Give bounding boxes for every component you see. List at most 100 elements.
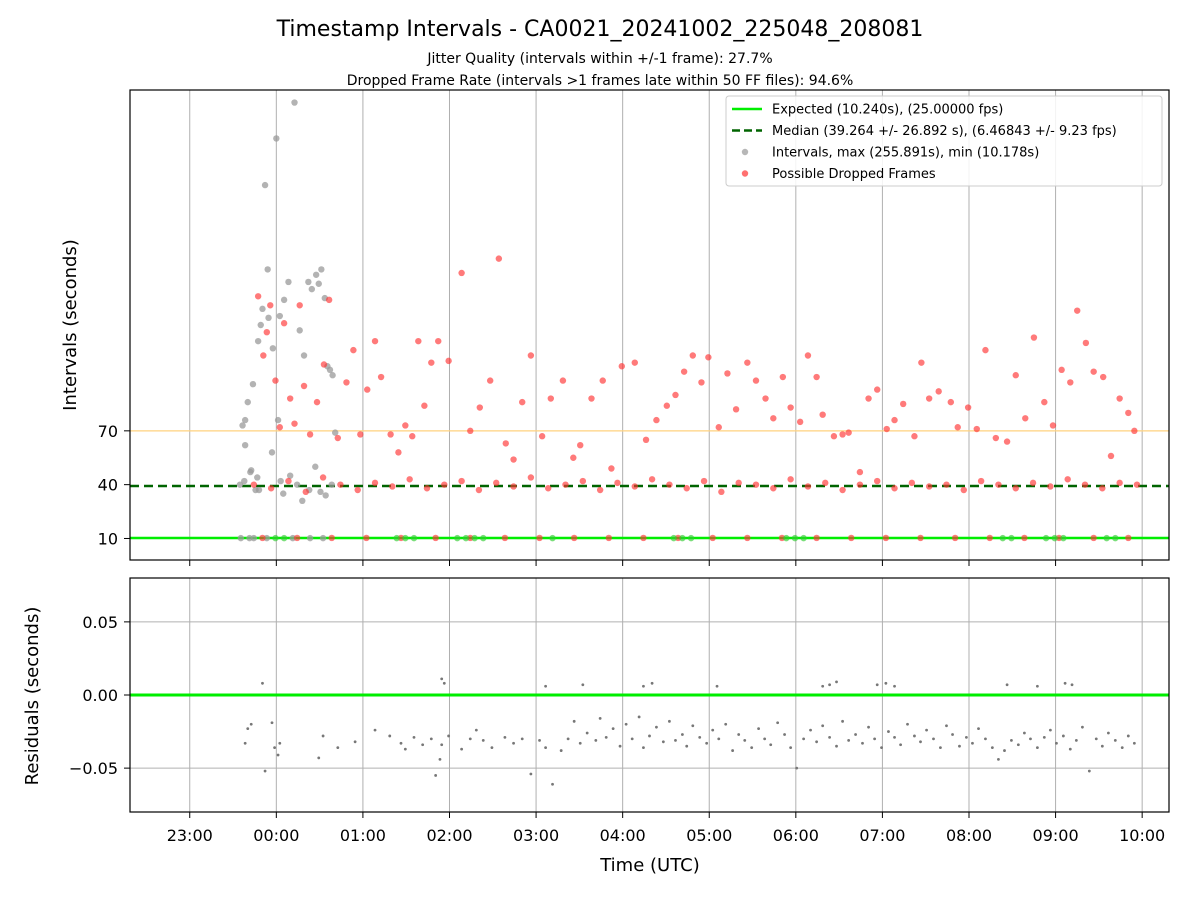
x-tick-label: 10:00 bbox=[1119, 826, 1165, 845]
chart-subtitle-line-2: Dropped Frame Rate (intervals >1 frames … bbox=[347, 73, 854, 89]
dropped-frame-point bbox=[476, 404, 483, 411]
residual-point bbox=[630, 737, 634, 741]
dropped-frame-point bbox=[286, 395, 294, 402]
dropped-frame-point bbox=[259, 534, 266, 542]
interval-point bbox=[318, 266, 325, 273]
interval-point bbox=[259, 305, 266, 313]
dropped-frame-point bbox=[445, 357, 452, 365]
residual-point bbox=[468, 737, 472, 741]
residual-point bbox=[802, 737, 806, 741]
residual-point bbox=[724, 722, 728, 726]
residual-point bbox=[421, 743, 425, 747]
dropped-frame-point bbox=[908, 479, 916, 487]
residual-point bbox=[821, 684, 825, 688]
dropped-frame-point bbox=[744, 359, 751, 366]
residual-point bbox=[932, 737, 935, 741]
dropped-frame-point bbox=[423, 485, 431, 492]
dropped-frame-point bbox=[1047, 483, 1054, 490]
dropped-frame-point bbox=[698, 379, 705, 386]
dropped-frame-point bbox=[1116, 395, 1123, 402]
residual-point bbox=[650, 681, 654, 685]
residuals-panel: 0.05 0.00 −0.05 23:00 00:00 01:00 02:00 03:00 0… bbox=[22, 577, 1170, 845]
dropped-frame-point bbox=[631, 359, 638, 366]
dropped-frame-point bbox=[441, 481, 448, 488]
dropped-frame-point bbox=[337, 481, 344, 488]
dropped-frame-point bbox=[947, 398, 955, 406]
residual-point bbox=[566, 737, 570, 741]
dropped-frame-point bbox=[845, 429, 852, 436]
intervals-plot-frame bbox=[129, 89, 1170, 561]
dropped-frame-point bbox=[1125, 534, 1132, 542]
dropped-frame-point bbox=[1074, 307, 1081, 314]
dropped-frame-point bbox=[856, 481, 864, 488]
interval-point bbox=[300, 352, 308, 359]
residual-point bbox=[503, 736, 507, 739]
dropped-frame-point bbox=[874, 386, 881, 393]
dropped-frame-point bbox=[527, 352, 535, 359]
residual-point bbox=[1029, 737, 1032, 741]
dropped-frame-point bbox=[1090, 534, 1097, 542]
residual-point bbox=[637, 715, 641, 719]
dropped-frame-point bbox=[822, 479, 829, 487]
residual-point bbox=[261, 681, 264, 685]
dropped-frame-point bbox=[300, 382, 308, 390]
dropped-frame-point bbox=[618, 363, 625, 370]
dropped-frame-point bbox=[1060, 534, 1067, 542]
residual-point bbox=[572, 719, 576, 723]
dropped-frame-point bbox=[510, 483, 517, 490]
residual-point bbox=[655, 725, 658, 729]
interval-point bbox=[269, 345, 277, 352]
interval-point bbox=[277, 477, 284, 485]
dropped-frame-point bbox=[599, 377, 606, 384]
dropped-frame-point bbox=[770, 415, 777, 422]
dropped-frame-point bbox=[687, 534, 695, 542]
dropped-frame-point bbox=[570, 534, 578, 542]
top-y-tick-label: 70 bbox=[98, 422, 118, 441]
legend-label: Possible Dropped Frames bbox=[772, 167, 936, 182]
residual-point bbox=[1010, 738, 1013, 742]
dropped-frame-point bbox=[432, 534, 439, 542]
dropped-frame-point bbox=[1064, 476, 1071, 483]
dropped-frame-point bbox=[1116, 479, 1123, 487]
interval-point bbox=[273, 135, 280, 142]
dropped-frame-point bbox=[804, 483, 812, 490]
dropped-frame-point bbox=[1103, 534, 1110, 542]
intervals-legend: Expected (10.240s), (25.00000 fps) Median… bbox=[725, 95, 1163, 187]
residual-point bbox=[581, 683, 585, 687]
dropped-frame-point bbox=[1099, 485, 1106, 492]
residual-point bbox=[474, 728, 478, 732]
dropped-frame-point bbox=[1081, 481, 1089, 488]
dropped-frame-point bbox=[874, 477, 881, 485]
dropped-frame-point bbox=[285, 477, 292, 485]
residual-point bbox=[490, 746, 494, 750]
residual-point bbox=[971, 741, 974, 745]
dropped-frame-point bbox=[995, 481, 1002, 488]
dropped-frame-point bbox=[458, 269, 465, 277]
dropped-frame-point bbox=[718, 488, 725, 496]
dropped-frame-point bbox=[891, 485, 898, 492]
residual-point bbox=[731, 749, 735, 752]
dropped-frame-point bbox=[663, 402, 671, 409]
legend-label: Intervals, max (255.891s), min (10.178s) bbox=[772, 146, 1039, 161]
residual-point bbox=[1120, 746, 1124, 750]
dropped-frame-point bbox=[787, 404, 794, 411]
interval-point bbox=[237, 534, 245, 542]
residual-point bbox=[429, 737, 433, 741]
residual-point bbox=[880, 746, 883, 750]
residual-point bbox=[594, 738, 598, 742]
dropped-frame-point bbox=[544, 485, 552, 492]
x-tick-label: 05:00 bbox=[686, 826, 732, 845]
residual-point bbox=[249, 722, 253, 726]
residual-point bbox=[442, 681, 446, 685]
residual-point bbox=[828, 736, 831, 739]
residual-point bbox=[861, 741, 864, 745]
residual-point bbox=[925, 728, 928, 732]
dropped-frame-point bbox=[1012, 372, 1019, 379]
residual-point bbox=[1106, 731, 1110, 735]
dropped-frame-point bbox=[800, 534, 807, 542]
dropped-frame-point bbox=[954, 424, 961, 431]
dropped-frame-point bbox=[891, 416, 898, 424]
x-tick-label: 23:00 bbox=[167, 826, 213, 845]
x-tick-label: 01:00 bbox=[340, 826, 386, 845]
dropped-frame-point bbox=[302, 488, 309, 496]
